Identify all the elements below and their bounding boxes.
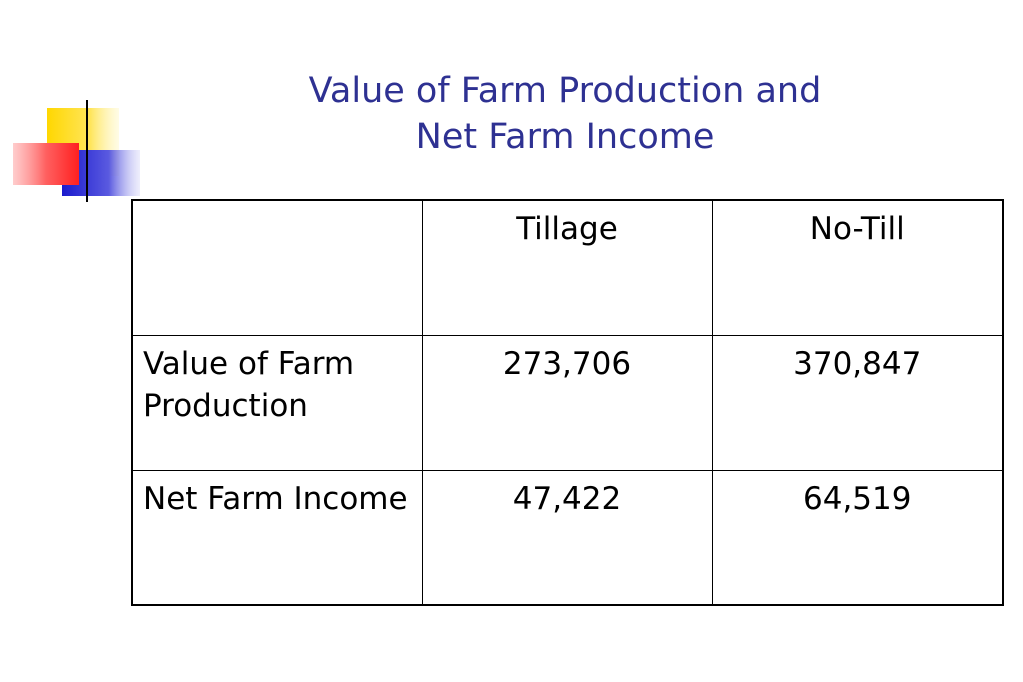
no-till-value: 64,519 [711,469,1004,606]
table-row: Value of Farm Production 273,706 370,847 [131,334,1004,471]
title-line-1: Value of Farm Production and [308,71,822,111]
yellow-square-decoration [47,108,119,176]
header-cell-tillage: Tillage [421,199,713,336]
row-label: Net Farm Income [131,469,423,606]
tillage-value: 47,422 [421,469,713,606]
table-header-row: Tillage No-Till [131,199,1004,336]
table-row: Net Farm Income 47,422 64,519 [131,469,1004,606]
no-till-value: 370,847 [711,334,1004,471]
header-cell-no-till: No-Till [711,199,1004,336]
header-cell-empty [131,199,423,336]
red-square-decoration [13,143,79,185]
slide-title: Value of Farm Production and Net Farm In… [230,68,900,160]
title-line-2: Net Farm Income [415,117,715,157]
row-label: Value of Farm Production [131,334,423,471]
tillage-value: 273,706 [421,334,713,471]
blue-square-decoration [62,150,140,196]
data-table: Tillage No-Till Value of Farm Production… [131,199,1004,606]
